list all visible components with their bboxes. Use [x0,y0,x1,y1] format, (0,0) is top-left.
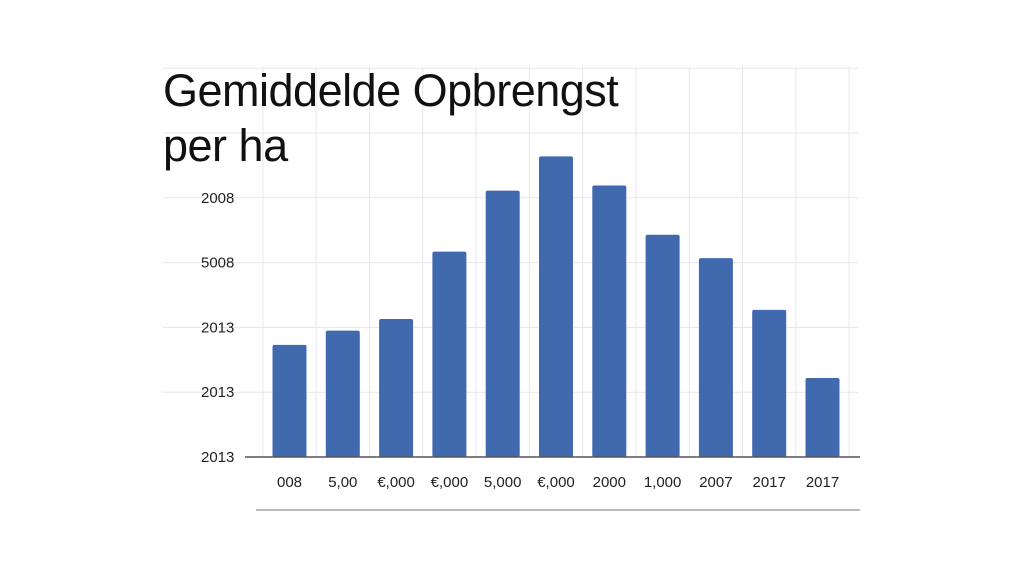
bar [592,185,627,457]
x-tick-label: 5,00 [328,474,357,491]
y-tick-labels: 2013 2013 2013 5008 2008 [201,190,234,466]
bar [325,330,360,457]
axes [245,456,860,511]
gridlines [163,66,858,457]
bar [272,344,307,457]
bar [485,190,520,457]
bar [539,156,573,457]
x-tick-label: 2017 [806,474,839,491]
y-tick-label: 2008 [201,190,234,207]
chart-title: Gemiddelde Opbrengst per ha [163,64,723,174]
y-tick-label: 2013 [201,319,234,336]
bar [379,318,414,457]
bar [645,234,680,457]
bar [432,251,467,457]
chart-title-line-2: per ha [163,119,288,171]
x-tick-label: 2007 [699,474,732,491]
y-tick-label: 2013 [201,384,234,401]
x-tick-label: 2000 [593,474,626,491]
x-tick-label: 008 [277,474,302,491]
x-tick-label: 2017 [753,474,786,491]
bar [805,377,840,457]
x-tick-label: €,000 [431,474,469,491]
bar [752,309,787,457]
x-tick-label: 1,000 [644,474,682,491]
x-tick-label: €,000 [537,474,575,491]
x-tick-labels: 008 5,00 €,000 €,000 5,000 €,000 2000 1,000 2007… [277,474,839,491]
x-tick-label: 5,000 [484,474,522,491]
bar [698,258,733,457]
bars [272,156,840,457]
x-tick-label: €,000 [377,474,415,491]
y-tick-label: 5008 [201,255,234,272]
chart-title-line-1: Gemiddelde Opbrengst [163,65,619,116]
y-tick-label: 2013 [201,449,234,466]
